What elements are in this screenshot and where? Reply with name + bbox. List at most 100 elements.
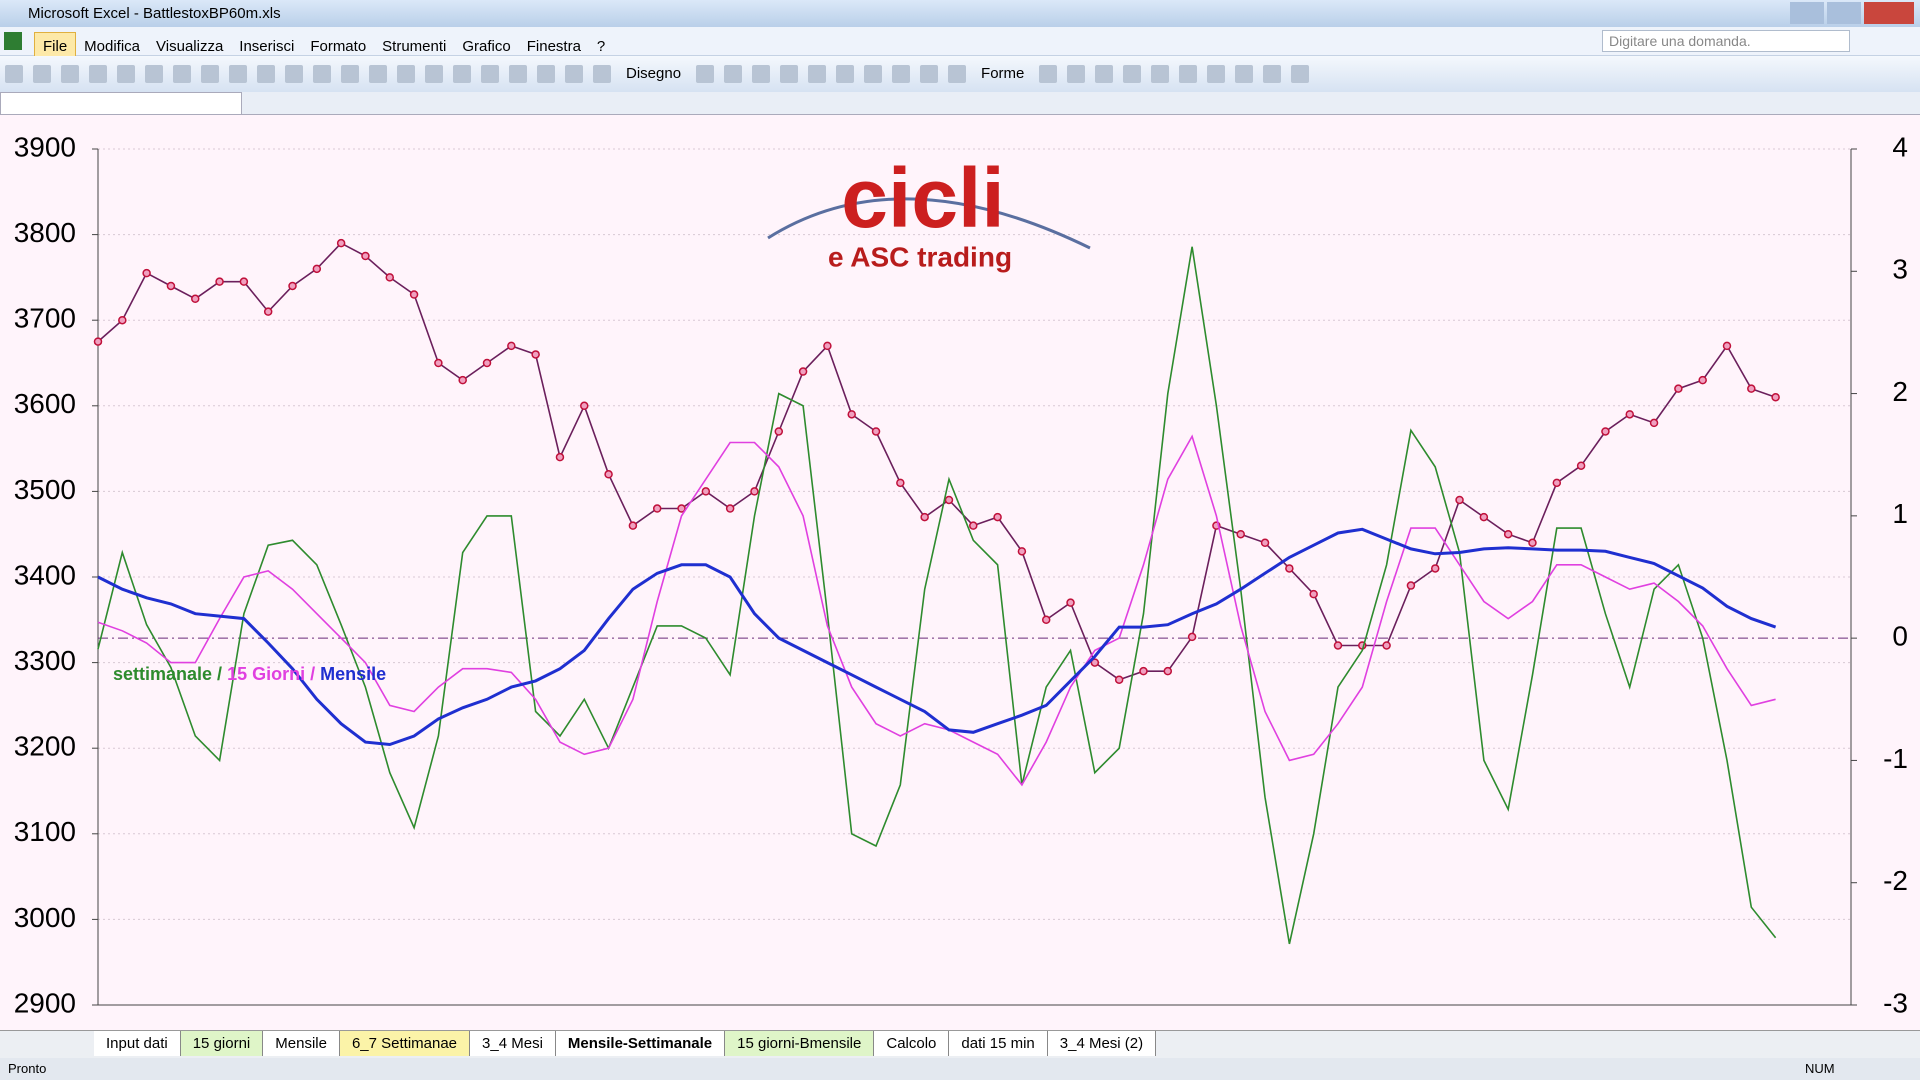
y2-tick-label: 3 [1892,254,1908,285]
toolbar-icon[interactable] [864,65,883,83]
toolbar-icon[interactable] [1151,65,1170,83]
toolbar-icon[interactable] [1207,65,1226,83]
toolbar-icon[interactable] [61,65,79,83]
toolbar-icon[interactable] [453,65,471,83]
data-point [1771,392,1780,402]
toolbar-icon[interactable] [808,65,827,83]
tab-nav[interactable] [0,1040,94,1048]
toolbar-icon[interactable] [565,65,583,83]
toolbar-icon[interactable] [1095,65,1114,83]
sheet-tab[interactable]: 3_4 Mesi [470,1031,556,1056]
status-text: Pronto [8,1061,47,1076]
data-point [1260,538,1270,548]
toolbar-icon[interactable] [33,65,51,83]
menu-item[interactable]: Grafico [462,38,511,55]
toolbar-icon[interactable] [1291,65,1310,83]
title-bar: Microsoft Excel - BattlestoxBP60m.xls [0,0,1920,27]
sheet-tab[interactable]: Mensile [263,1031,340,1056]
data-point [798,367,808,376]
toolbar-icon[interactable] [481,65,499,83]
data-point [215,277,224,286]
toolbar-icon[interactable] [948,65,967,83]
y-tick-label: 3900 [14,131,76,162]
data-point [458,375,467,385]
menu-item[interactable]: ? [596,38,606,55]
toolbar-icon[interactable] [509,65,527,83]
data-point [93,337,103,346]
toolbar-icon[interactable] [257,65,275,83]
data-point [1236,529,1245,539]
toolbar-icon[interactable] [696,65,715,83]
window-controls[interactable] [1784,2,1914,24]
toolbar-icon[interactable] [425,65,443,83]
y2-tick-label: 4 [1892,131,1908,162]
toolbar-icon[interactable] [1235,65,1254,83]
sheet-tab[interactable]: 15 giorni [180,1031,264,1056]
toolbar-icon[interactable] [369,65,387,83]
toolbar-menu[interactable]: Forme [981,65,1025,82]
name-box[interactable] [0,92,242,115]
data-point [847,410,856,419]
menu-item[interactable]: Strumenti [382,38,447,55]
toolbar-icon[interactable] [229,65,247,83]
toolbar-icon[interactable] [1123,65,1142,83]
toolbar-icon[interactable] [89,65,107,83]
toolbar-icon[interactable] [593,65,611,83]
toolbar-icon[interactable] [5,65,23,83]
toolbar-icon[interactable] [780,65,799,83]
sheet-tab[interactable]: 15 giorni-Bmensile [725,1031,875,1056]
menu-item[interactable]: Modifica [84,38,141,55]
data-point [1479,512,1489,522]
data-point [896,478,905,488]
data-point [1066,598,1075,607]
toolbar-icon[interactable] [285,65,303,83]
sheet-tab[interactable]: 3_4 Mesi (2) [1047,1031,1157,1056]
data-point [1747,384,1756,393]
toolbar-icon[interactable] [724,65,743,83]
toolbar-icon[interactable] [1067,65,1086,83]
toolbar-icon[interactable] [836,65,855,83]
data-point [580,401,589,411]
toolbar-icon[interactable] [752,65,771,83]
y-tick-label: 3600 [14,388,76,419]
status-bar: Pronto NUM [0,1058,1920,1080]
window-title: Microsoft Excel - BattlestoxBP60m.xls [28,5,281,22]
data-point [1601,427,1610,436]
toolbar-icon[interactable] [1179,65,1198,83]
data-point [1406,581,1416,590]
menu-item[interactable]: Finestra [526,38,581,55]
toolbar-icon[interactable] [201,65,219,83]
toolbar-menu[interactable]: Disegno [626,65,682,82]
toolbar-icon[interactable] [397,65,415,83]
legend-entry: 15 Giorni [227,664,305,684]
sheet-tab[interactable]: Input dati [94,1031,181,1056]
sheet-tab[interactable]: Calcolo [874,1031,950,1056]
toolbar-icon[interactable] [920,65,939,83]
menu-item[interactable]: Formato [310,38,367,55]
help-box[interactable]: Digitare una domanda. [1602,30,1850,52]
data-point [1090,658,1100,667]
data-point [118,315,127,325]
y-tick-label: 3400 [14,559,76,590]
sheet-tab[interactable]: dati 15 min [949,1031,1048,1056]
toolbar-icon[interactable] [313,65,331,83]
data-point [555,452,565,462]
data-point [701,487,711,496]
data-point [239,277,249,286]
sheet-tab[interactable]: Mensile-Settimanale [555,1031,726,1056]
data-point [969,521,978,530]
sheet-tab[interactable]: 6_7 Settimanae [339,1031,471,1056]
toolbar-icon[interactable] [145,65,163,83]
toolbar-icon[interactable] [537,65,555,83]
toolbar-icon[interactable] [1263,65,1282,83]
toolbar-icon[interactable] [1039,65,1058,83]
toolbar-icon[interactable] [892,65,911,83]
toolbar-icon[interactable] [117,65,135,83]
data-point [1503,529,1513,539]
menu-item[interactable]: Inserisci [239,38,295,55]
legend-entry: settimanale [113,664,212,684]
toolbar-icon[interactable] [341,65,359,83]
toolbar-icon[interactable] [173,65,191,83]
menu-item[interactable]: Visualizza [156,38,224,55]
